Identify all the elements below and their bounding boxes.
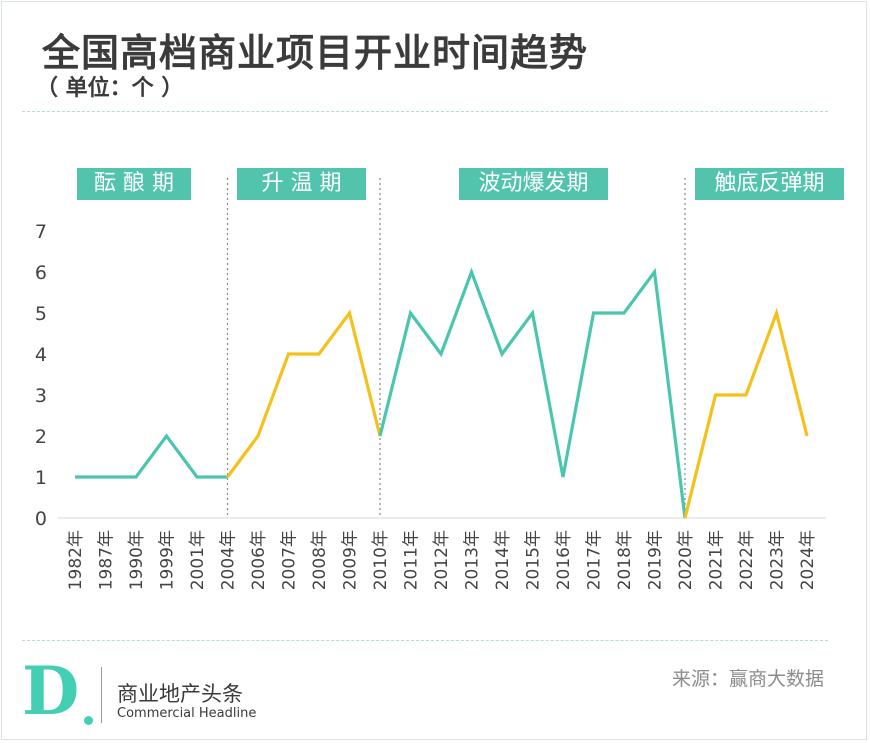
data-point [592, 311, 595, 314]
top-divider [22, 111, 828, 112]
y-tick-label: 6 [35, 262, 47, 284]
data-point [195, 475, 198, 478]
x-tick-label: 2018年 [615, 530, 635, 590]
bottom-divider [22, 640, 828, 641]
y-tick-label: 7 [35, 221, 47, 243]
x-tick-label: 1982年 [66, 530, 86, 590]
x-tick-label: 2010年 [371, 530, 391, 590]
data-point [683, 516, 686, 519]
x-tick-label: 2022年 [737, 530, 757, 590]
x-tick-label: 2006年 [249, 530, 269, 590]
data-point [287, 352, 290, 355]
data-point [134, 475, 137, 478]
data-point [378, 434, 381, 437]
data-point [500, 352, 503, 355]
x-tick-label: 2024年 [798, 530, 818, 590]
x-tick-label: 2019年 [646, 530, 666, 590]
x-tick-label: 2023年 [768, 530, 788, 590]
brand-name-en: Commercial Headline [117, 706, 257, 721]
data-point [104, 475, 107, 478]
phase-label-rebound: 触底反弹期 [695, 168, 844, 200]
y-tick-label: 0 [35, 508, 47, 530]
logo-separator [101, 667, 102, 723]
x-tick-label: 2008年 [310, 530, 330, 590]
data-point [256, 434, 259, 437]
y-tick-label: 3 [35, 385, 47, 407]
series-line-teal [75, 433, 228, 479]
data-point [744, 393, 747, 396]
x-tick-label: 2012年 [432, 530, 452, 590]
x-tick-label: 2013年 [463, 530, 483, 590]
x-tick-label: 2004年 [219, 530, 239, 590]
data-point [348, 311, 351, 314]
data-point [531, 311, 534, 314]
x-tick-label: 2001年 [188, 530, 208, 590]
y-tick-label: 5 [35, 303, 47, 325]
x-tick-label: 2011年 [402, 530, 422, 590]
data-point [439, 352, 442, 355]
chart-title: 全国高档商业项目开业时间趋势 [42, 31, 589, 75]
source-note: 来源：赢商大数据 [671, 668, 824, 690]
x-tick-label: 2017年 [585, 530, 605, 590]
data-point [317, 352, 320, 355]
x-tick-label: 2021年 [707, 530, 727, 590]
x-tick-label: 2020年 [676, 530, 696, 590]
x-tick-label: 1999年 [158, 530, 178, 590]
x-tick-label: 2016年 [554, 530, 574, 590]
phase-label-burst: 波动爆发期 [459, 168, 608, 200]
data-point [409, 311, 412, 314]
data-point [561, 475, 564, 478]
x-tick-label: 2015年 [524, 530, 544, 590]
logo-dot [84, 716, 93, 725]
x-tick-label: 2009年 [341, 530, 361, 590]
unit-label: （ 单位：个 ） [36, 76, 184, 101]
data-point [470, 270, 473, 273]
y-tick-label: 4 [35, 344, 47, 366]
phase-label-brewing: 酝 酿 期 [77, 168, 191, 200]
data-point [226, 475, 229, 478]
brand-name: 商业地产头条 [117, 682, 243, 706]
x-tick-label: 2014年 [493, 530, 513, 590]
data-point [775, 311, 778, 314]
y-tick-label: 1 [35, 467, 47, 489]
series-line-teal [378, 267, 687, 519]
x-tick-label: 1987年 [97, 530, 117, 590]
data-point [165, 434, 168, 437]
data-point [653, 270, 656, 273]
data-point [805, 434, 808, 437]
x-tick-label: 1990年 [127, 530, 147, 590]
data-point [714, 393, 717, 396]
data-point [622, 311, 625, 314]
logo-icon: D [22, 652, 80, 730]
phase-label-warming: 升 温 期 [237, 168, 366, 200]
series-line-yellow [226, 309, 382, 478]
x-tick-label: 2007年 [280, 530, 300, 590]
y-tick-label: 2 [35, 426, 47, 448]
series-line-yellow [683, 307, 809, 519]
data-point [73, 475, 76, 478]
